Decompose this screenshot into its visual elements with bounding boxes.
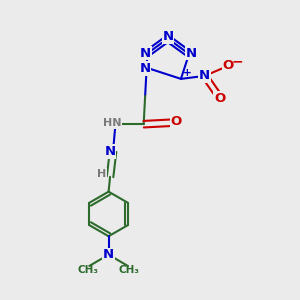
Text: O: O <box>223 59 234 72</box>
Text: N: N <box>140 46 151 60</box>
Text: +: + <box>183 68 192 78</box>
Text: CH₃: CH₃ <box>77 265 98 275</box>
Text: −: − <box>232 55 243 69</box>
Text: N: N <box>103 248 114 261</box>
Text: N: N <box>162 30 173 43</box>
Text: HN: HN <box>103 118 122 128</box>
Text: CH₃: CH₃ <box>119 265 140 275</box>
Text: O: O <box>170 115 182 128</box>
Text: N: N <box>199 69 210 82</box>
Text: O: O <box>214 92 225 105</box>
Text: N: N <box>185 46 197 60</box>
Text: H: H <box>97 169 106 179</box>
Text: N: N <box>104 145 116 158</box>
Text: N: N <box>140 62 151 75</box>
